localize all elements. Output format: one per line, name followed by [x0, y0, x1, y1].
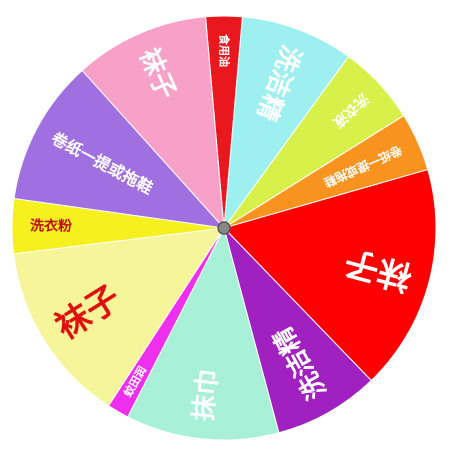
wheel-segment-tissue-large: [13, 69, 226, 229]
wheel-label-cooking-oil: 食用油: [218, 34, 232, 67]
wheel-label-washing-powder: 洗衣粉: [30, 217, 72, 234]
wheel-segment-socks-yellow: [13, 227, 226, 407]
center-pin-icon[interactable]: [217, 221, 231, 235]
wheel-segment-detergent-purple: [223, 226, 372, 434]
wheel-segments: [11, 15, 437, 441]
wheel-label-towel: 抹巾: [189, 368, 224, 423]
wheel-segment-socks-red: [223, 168, 437, 382]
wheel-segment-socks-pink: [81, 16, 225, 230]
wheel-segment-towel: [127, 226, 280, 441]
wheel-segment-dish-soap: [223, 16, 350, 230]
